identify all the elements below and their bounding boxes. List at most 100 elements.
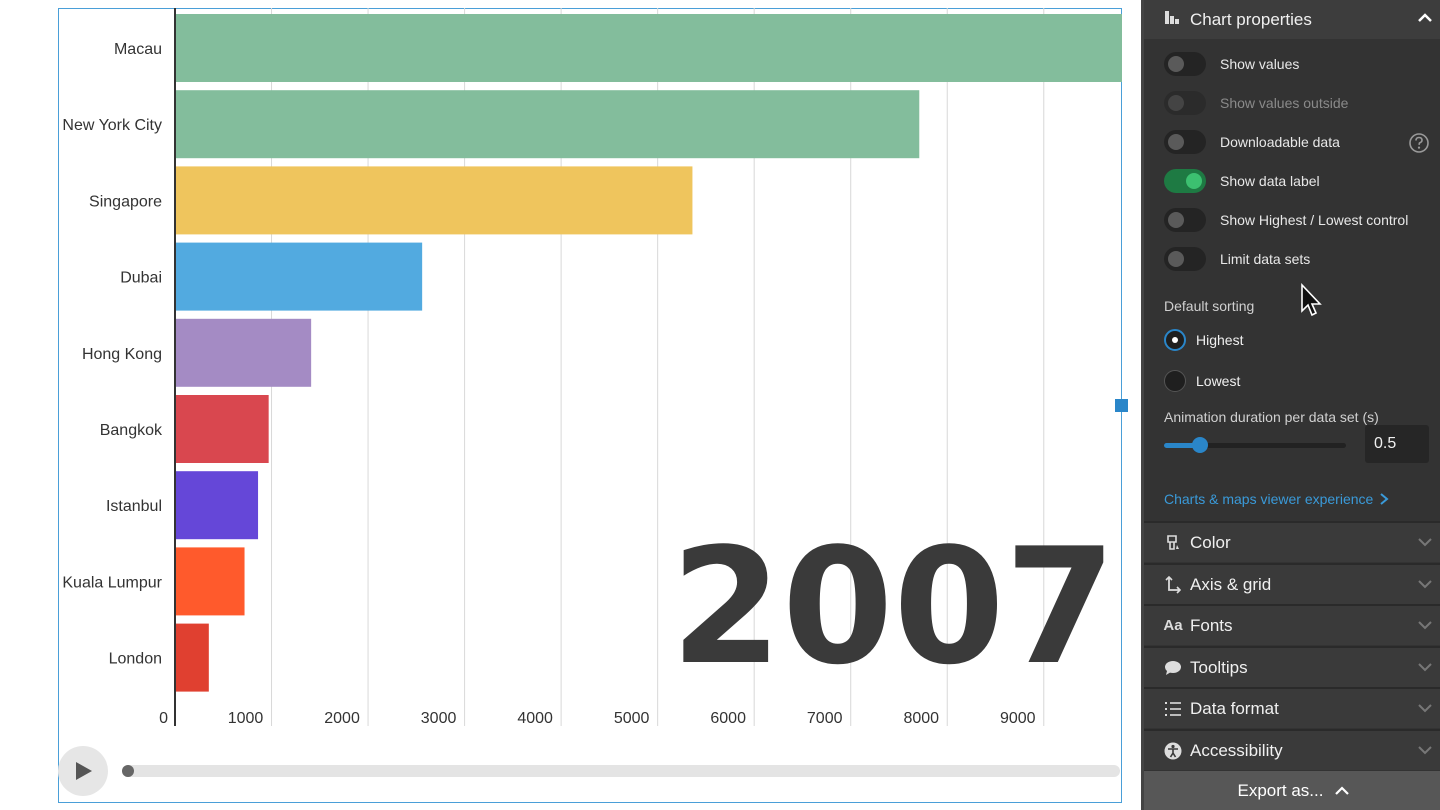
section-data-format[interactable]: Data format	[1144, 687, 1440, 728]
year-overlay: 2007	[671, 513, 1116, 700]
category-label: Hong Kong	[82, 346, 162, 363]
category-label: Bangkok	[100, 422, 163, 439]
viewer-link-text: Charts & maps viewer experience	[1164, 491, 1374, 507]
section-accessibility[interactable]: Accessibility	[1144, 729, 1440, 770]
accessibility-icon	[1164, 742, 1182, 760]
tooltip-icon	[1164, 660, 1182, 676]
timeline-slider[interactable]	[122, 765, 1120, 777]
chevron-down-icon[interactable]	[1417, 701, 1433, 719]
toggle-label: Show Highest / Lowest control	[1220, 212, 1409, 228]
x-tick-label: 4000	[517, 710, 553, 727]
category-label: London	[109, 651, 162, 668]
sort-lowest-option[interactable]: Lowest	[1164, 370, 1240, 392]
radio-highest[interactable]	[1164, 329, 1186, 351]
section-fonts[interactable]: Aa Fonts	[1144, 604, 1440, 645]
viewer-experience-link[interactable]: Charts & maps viewer experience	[1164, 491, 1389, 507]
chevron-down-icon[interactable]	[1417, 618, 1433, 636]
bar-new-york-city[interactable]	[176, 90, 920, 159]
show-values-toggle[interactable]	[1164, 52, 1206, 76]
x-tick-label: 1000	[228, 710, 264, 727]
panel-title: Chart properties	[1190, 9, 1312, 29]
bars	[176, 14, 1122, 692]
show-data-label-toggle[interactable]	[1164, 169, 1206, 193]
chevron-down-icon[interactable]	[1417, 577, 1433, 595]
limit-data-sets-toggle[interactable]	[1164, 247, 1206, 271]
list-icon	[1164, 700, 1182, 718]
chevron-down-icon[interactable]	[1417, 535, 1433, 553]
export-button[interactable]: Export as...	[1144, 771, 1440, 810]
toggle-label: Show values outside	[1220, 95, 1349, 111]
bar-istanbul[interactable]	[176, 471, 259, 540]
highest-lowest-toggle[interactable]	[1164, 208, 1206, 232]
toggle-row-show-values[interactable]: Show values	[1164, 50, 1299, 78]
section-title: Color	[1190, 532, 1231, 552]
bar-dubai[interactable]	[176, 242, 423, 311]
chart-properties-header[interactable]: Chart properties	[1144, 0, 1440, 39]
toggle-label: Show data label	[1220, 173, 1320, 189]
chevron-up-icon	[1335, 785, 1350, 795]
category-labels: Macau New York City Singapore Dubai Hong Kon…	[62, 41, 163, 668]
bar-kuala-lumpur[interactable]	[176, 547, 245, 616]
section-tooltips[interactable]: Tooltips	[1144, 646, 1440, 687]
play-button[interactable]	[58, 746, 108, 796]
category-label: Istanbul	[106, 498, 162, 515]
default-sorting-label: Default sorting	[1164, 298, 1255, 314]
animation-slider-fill	[1164, 443, 1201, 448]
properties-panel: Chart properties Show values Show values…	[1141, 0, 1440, 810]
chevron-down-icon[interactable]	[1417, 743, 1433, 761]
radio-lowest[interactable]	[1164, 370, 1186, 392]
chevron-up-icon[interactable]	[1417, 10, 1433, 31]
bar-london[interactable]	[176, 623, 209, 692]
animation-slider[interactable]	[1164, 443, 1346, 448]
x-tick-label: 5000	[614, 710, 650, 727]
timeline-handle[interactable]	[122, 765, 134, 777]
section-axis-grid[interactable]: Axis & grid	[1144, 563, 1440, 604]
bar-hong-kong[interactable]	[176, 318, 312, 387]
bar-singapore[interactable]	[176, 166, 693, 235]
category-label: Macau	[114, 41, 162, 58]
help-icon[interactable]	[1408, 132, 1430, 159]
chevron-right-icon	[1380, 493, 1389, 505]
toggle-label: Limit data sets	[1220, 251, 1311, 267]
category-label: Kuala Lumpur	[62, 574, 162, 591]
category-label: Singapore	[89, 193, 162, 210]
toggle-label: Downloadable data	[1220, 134, 1340, 150]
toggle-row-downloadable-data[interactable]: Downloadable data	[1164, 128, 1340, 156]
axis-ticks: 0 1000 2000 3000 4000 5000 6000 7000 8000 9000	[159, 710, 1036, 727]
play-icon	[76, 762, 92, 780]
section-title: Fonts	[1190, 615, 1233, 635]
section-title: Data format	[1190, 698, 1279, 718]
bar-bangkok[interactable]	[176, 395, 269, 463]
toggle-row-highest-lowest[interactable]: Show Highest / Lowest control	[1164, 206, 1408, 234]
animation-duration-input[interactable]	[1365, 425, 1429, 463]
category-label: New York City	[62, 117, 162, 134]
x-tick-label: 9000	[1000, 710, 1036, 727]
resize-handle[interactable]	[1115, 399, 1128, 412]
mouse-cursor-icon	[1301, 283, 1322, 317]
section-title: Axis & grid	[1190, 574, 1272, 594]
bar-chart: Macau New York City Singapore Dubai Hong Kon…	[62, 8, 1122, 727]
sort-highest-option[interactable]: Highest	[1164, 329, 1243, 351]
section-title: Tooltips	[1190, 657, 1248, 677]
export-label: Export as...	[1237, 780, 1324, 800]
section-color[interactable]: Color	[1144, 521, 1440, 562]
downloadable-data-toggle[interactable]	[1164, 130, 1206, 154]
toggle-row-show-values-outside: Show values outside	[1164, 89, 1348, 117]
toggle-row-limit-data-sets[interactable]: Limit data sets	[1164, 245, 1310, 273]
animation-slider-thumb[interactable]	[1192, 437, 1209, 453]
fonts-icon: Aa	[1163, 617, 1183, 634]
radio-label: Highest	[1196, 332, 1244, 348]
x-tick-label: 6000	[710, 710, 746, 727]
x-tick-label: 0	[159, 710, 168, 727]
x-tick-label: 2000	[324, 710, 360, 727]
axis-icon	[1164, 575, 1182, 594]
bar-macau[interactable]	[176, 14, 1122, 82]
x-tick-label: 8000	[903, 710, 939, 727]
color-icon	[1164, 534, 1182, 552]
chevron-down-icon[interactable]	[1417, 660, 1433, 678]
animation-duration-label: Animation duration per data set (s)	[1164, 409, 1379, 425]
radio-label: Lowest	[1196, 373, 1241, 389]
section-title: Accessibility	[1190, 740, 1283, 760]
toggle-label: Show values	[1220, 56, 1300, 72]
toggle-row-show-data-label[interactable]: Show data label	[1164, 167, 1320, 195]
